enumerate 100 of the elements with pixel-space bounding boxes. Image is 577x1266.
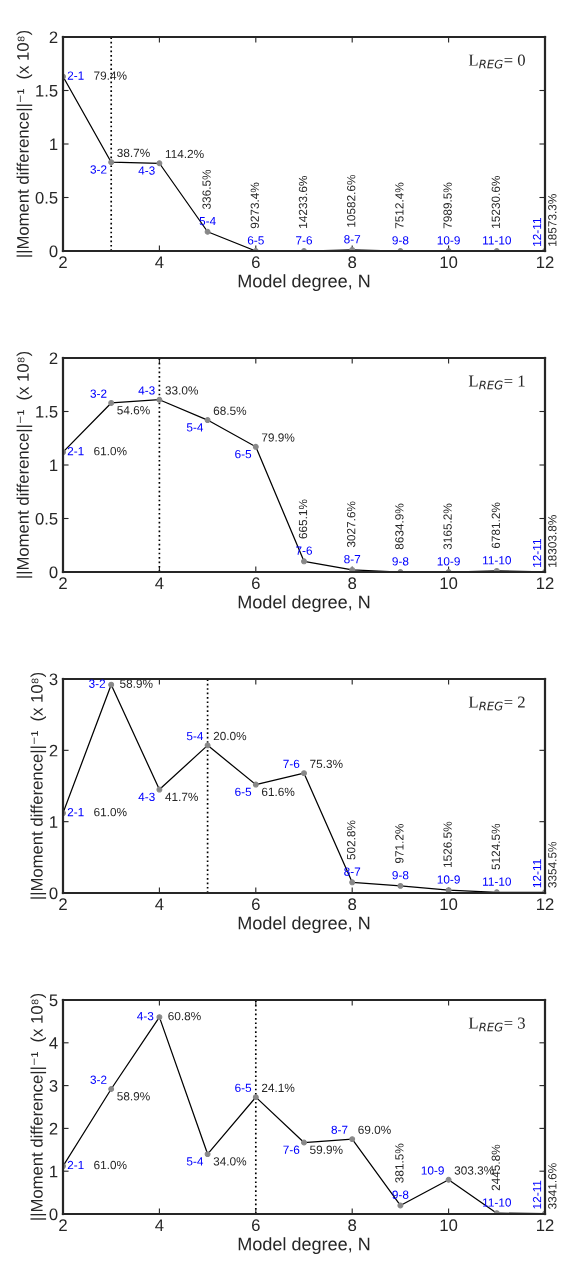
- annotation: 10582.6%: [347, 174, 356, 227]
- x-axis-title: Model degree, N: [238, 595, 370, 613]
- data-label: 2-1: [67, 71, 84, 80]
- data-label: 4-3: [137, 1011, 154, 1021]
- x-tick-label: 8: [348, 256, 357, 269]
- data-label: 4-3: [138, 792, 155, 802]
- y-tick-label: 5: [49, 994, 58, 1007]
- annotation: 69.0%: [358, 1125, 391, 1134]
- annotation: 34.0%: [213, 1157, 247, 1166]
- data-label: 8-7: [344, 235, 361, 244]
- data-label: 9-8: [392, 871, 409, 880]
- annotation: 41.7%: [165, 792, 199, 801]
- annotation: 79.4%: [94, 71, 127, 80]
- data-label: 10-9: [437, 875, 460, 884]
- x-tick-label: 12: [537, 898, 554, 910]
- y-tick-label: 4: [49, 1037, 58, 1049]
- annotation: L$_{REG}$= 0: [468, 54, 525, 69]
- annotation: 114.2%: [165, 149, 204, 159]
- annotation: 5124.5%: [491, 823, 500, 870]
- data-label: 11-10: [483, 556, 511, 565]
- data-label: 3-2: [90, 389, 107, 398]
- x-tick-label: 10: [440, 256, 458, 269]
- y-tick-label: 3: [49, 673, 58, 686]
- annotation: 1526.5%: [443, 821, 452, 868]
- annotation: 18573.3%: [548, 194, 557, 246]
- data-label: 12-11: [532, 1180, 542, 1209]
- data-label: 11-10: [483, 1198, 511, 1207]
- data-label: 11-10: [483, 236, 511, 245]
- data-label: 10-9: [421, 1166, 444, 1175]
- data-label: 12-11: [532, 218, 542, 246]
- annotation: 9273.4%: [250, 182, 259, 229]
- y-tick-label: 0: [49, 245, 58, 258]
- y-tick-label: 1.5: [36, 406, 58, 418]
- annotation: 61.6%: [261, 787, 295, 797]
- annotation: 59.9%: [310, 1145, 343, 1154]
- annotation: 381.5%: [395, 1143, 404, 1183]
- x-tick-label: 6: [252, 1219, 260, 1232]
- annotation: 20.0%: [213, 731, 247, 741]
- annotation: 79.9%: [261, 433, 295, 442]
- x-axis-title: Model degree, N: [238, 916, 370, 934]
- data-label: 6-5: [235, 1083, 252, 1093]
- y-tick-label: 0: [49, 566, 58, 579]
- y-tick-label: 1: [50, 138, 58, 151]
- x-tick-label: 10: [440, 577, 458, 590]
- y-tick-label: 1: [50, 816, 58, 828]
- annotation: 15230.6%: [491, 176, 500, 228]
- data-label: 11-10: [483, 877, 511, 886]
- y-tick-label: 3: [49, 1080, 58, 1092]
- data-label: 9-8: [392, 1190, 409, 1199]
- y-axis-title: ||Moment difference||⁻¹ (x 10⁸): [16, 351, 33, 578]
- annotation: 61.0%: [94, 1160, 127, 1170]
- data-label: 6-5: [235, 787, 252, 797]
- annotation: 3027.6%: [347, 501, 356, 548]
- y-tick-label: 2: [49, 352, 58, 365]
- data-label: 10-9: [437, 236, 460, 245]
- x-tick-label: 8: [348, 1219, 357, 1232]
- y-axis-title: ||Moment difference||⁻¹ (x 10⁸): [30, 993, 47, 1220]
- annotation: 3354.5%: [548, 841, 557, 888]
- x-tick-label: 12: [537, 256, 554, 268]
- annotation: 8634.9%: [395, 503, 404, 550]
- x-tick-label: 4: [155, 898, 164, 910]
- x-tick-label: 4: [155, 577, 164, 589]
- x-tick-label: 6: [252, 256, 260, 269]
- x-tick-label: 10: [440, 898, 458, 911]
- data-label: 3-2: [89, 679, 106, 688]
- x-tick-label: 4: [155, 256, 164, 268]
- data-label: 9-8: [392, 236, 409, 245]
- annotation: 75.3%: [310, 759, 343, 769]
- data-label: 12-11: [532, 859, 542, 888]
- x-tick-label: 12: [537, 577, 554, 589]
- y-tick-label: 1: [50, 459, 58, 472]
- annotation: 38.7%: [117, 148, 150, 158]
- annotation: 18303.8%: [548, 515, 557, 567]
- data-label: 9-8: [392, 557, 409, 566]
- annotation: 58.9%: [117, 1092, 150, 1101]
- y-tick-label: 0: [49, 887, 58, 900]
- annotation: 971.2%: [395, 824, 404, 864]
- x-axis-title: Model degree, N: [238, 274, 370, 292]
- x-axis-title: Model degree, N: [238, 1237, 370, 1255]
- data-label: 3-2: [90, 165, 107, 174]
- data-label: 4-3: [138, 386, 155, 395]
- y-tick-label: 2: [49, 1122, 58, 1135]
- annotation: 61.0%: [94, 807, 127, 817]
- data-label: 3-2: [90, 1075, 107, 1084]
- data-label: 2-1: [67, 1160, 84, 1170]
- data-label: 7-6: [283, 759, 300, 769]
- annotation: 33.0%: [165, 386, 199, 395]
- data-label: 12-11: [532, 539, 542, 567]
- data-label: 8-7: [344, 555, 361, 564]
- y-tick-label: 0.5: [35, 512, 58, 525]
- annotation: 14233.6%: [298, 176, 308, 228]
- annotation: 6781.2%: [491, 502, 500, 549]
- x-tick-label: 8: [348, 898, 357, 911]
- annotation: 60.8%: [168, 1011, 201, 1021]
- x-tick-label: 6: [252, 898, 260, 911]
- y-tick-label: 0: [49, 1208, 58, 1221]
- x-tick-label: 2: [59, 577, 67, 589]
- y-axis-title: ||Moment difference||⁻¹ (x 10⁸): [16, 30, 33, 257]
- annotation: 7989.5%: [443, 182, 452, 229]
- annotation: 68.5%: [213, 406, 247, 415]
